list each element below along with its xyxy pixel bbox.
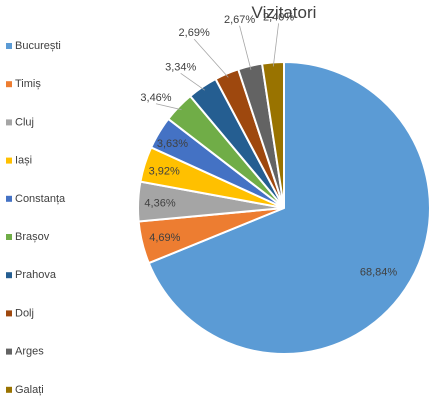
legend-swatch-arges [6,348,12,355]
legend-label-arges: Arges [15,346,44,358]
legend-swatch-constanta [6,195,12,202]
data-label-galati: 2,40% [263,11,294,23]
leader-line-brasov [155,103,182,111]
legend-swatch-brasov [6,234,12,240]
slice-bucuresti [147,60,431,355]
data-label-brasov: 3,46% [140,92,171,104]
data-label-bucuresti: 68,84% [360,267,398,279]
data-label-prahova: 3,34% [165,61,196,73]
legend-label-cluj: Cluj [15,116,34,128]
data-label-arges: 2,67% [224,14,255,26]
legend-swatch-bucuresti [6,43,12,49]
legend-label-iasi: Iași [15,155,32,167]
leader-line-galati [272,23,279,67]
legend-label-brasov: Brașov [15,231,50,243]
legend-swatch-prahova [6,272,12,279]
legend-label-timis: Timiș [15,78,41,90]
legend-label-constanta: Constanța [15,193,66,205]
chart-title: Vizitatori [252,3,317,22]
legend-swatch-timis [6,81,12,88]
data-label-cluj: 4,36% [144,197,175,209]
data-label-timis: 4,69% [149,232,180,244]
slice-labels: 68,84% 4,69% 4,36% 3,92% 3,63% 3,46% 3,34% 2,69… [140,11,397,278]
legend-swatch-iasi [6,157,12,164]
slice-galati [260,60,285,209]
leader-lines [155,23,279,111]
legend-swatch-cluj [6,119,12,126]
legend: București Timiș Cluj Iași Constanța Brașov Pra… [6,40,66,396]
legend-swatch-galati [6,386,12,393]
legend-swatch-dolj [6,310,12,317]
legend-label-prahova: Prahova [15,269,57,281]
data-label-constanta: 3,63% [157,138,188,150]
legend-label-dolj: Dolj [15,307,34,319]
leader-line-prahova [180,73,205,91]
leader-line-dolj [193,38,229,78]
data-label-iasi: 3,92% [149,165,180,177]
legend-label-bucuresti: București [15,40,61,52]
legend-label-galati: Galați [15,384,44,396]
data-label-dolj: 2,69% [179,27,210,39]
pie-slices [137,60,431,355]
leader-line-arges [239,25,252,70]
